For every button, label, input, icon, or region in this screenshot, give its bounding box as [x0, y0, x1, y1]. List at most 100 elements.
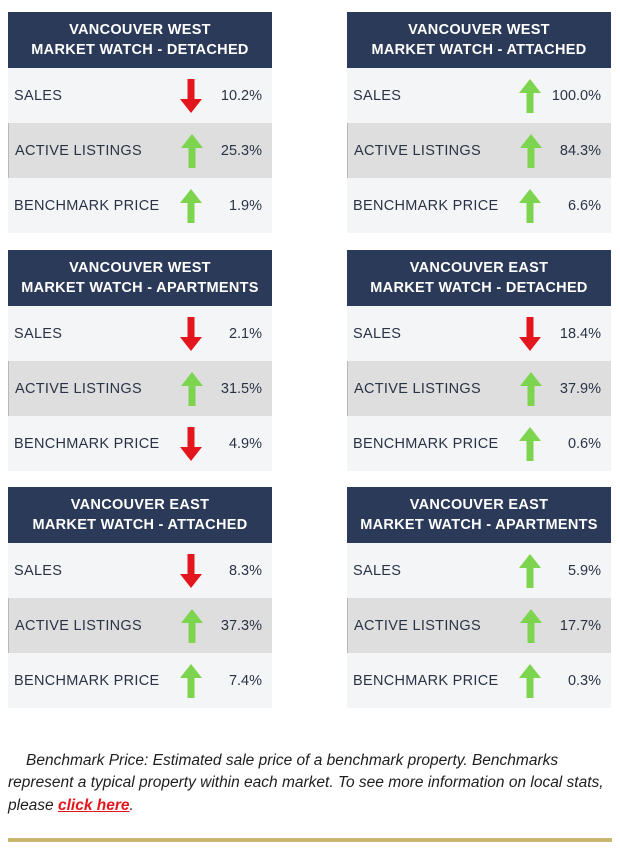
stat-row: ACTIVE LISTINGS 37.3%	[8, 598, 272, 653]
stat-value: 31.5%	[220, 380, 262, 397]
market-card: VANCOUVER EAST MARKET WATCH - DETACHED SAL…	[347, 250, 611, 471]
card-header: VANCOUVER WEST MARKET WATCH - APARTMENTS	[8, 250, 272, 306]
stat-value: 2.1%	[228, 325, 262, 342]
stat-value: 18.4%	[559, 325, 601, 342]
stat-value: 17.7%	[559, 617, 601, 634]
stat-row: ACTIVE LISTINGS 37.9%	[347, 361, 611, 416]
arrow-up-icon	[180, 663, 202, 698]
stat-value: 100.0%	[551, 87, 601, 104]
card-title-region: VANCOUVER EAST	[409, 260, 549, 276]
arrow-up-icon	[180, 188, 202, 223]
stat-label: BENCHMARK PRICE	[14, 435, 160, 452]
stat-row: ACTIVE LISTINGS 31.5%	[8, 361, 272, 416]
stat-label: BENCHMARK PRICE	[353, 197, 499, 214]
arrow-up-icon	[181, 133, 203, 168]
stat-label: SALES	[14, 562, 63, 579]
arrow-up-icon	[181, 608, 203, 643]
card-title-segment: MARKET WATCH - APARTMENTS	[21, 280, 259, 296]
market-card: VANCOUVER EAST MARKET WATCH - ATTACHED SAL…	[8, 487, 272, 708]
arrow-up-icon	[519, 78, 541, 113]
click-here-link[interactable]: click here	[57, 796, 130, 814]
stat-label: SALES	[353, 87, 402, 104]
card-title-region: VANCOUVER WEST	[69, 22, 211, 38]
stat-label: BENCHMARK PRICE	[14, 672, 160, 689]
card-title-segment: MARKET WATCH - ATTACHED	[32, 517, 248, 533]
card-title-region: VANCOUVER EAST	[409, 497, 549, 513]
arrow-up-icon	[519, 188, 541, 223]
stat-row: BENCHMARK PRICE 0.6%	[347, 416, 611, 471]
stat-label: BENCHMARK PRICE	[353, 435, 499, 452]
arrow-down-icon	[180, 78, 202, 113]
stat-row: ACTIVE LISTINGS 84.3%	[347, 123, 611, 178]
arrow-up-icon	[520, 133, 542, 168]
stat-label: BENCHMARK PRICE	[353, 672, 499, 689]
stat-value: 1.9%	[228, 197, 262, 214]
stat-value: 7.4%	[228, 672, 262, 689]
stat-value: 10.2%	[220, 87, 262, 104]
arrow-down-icon	[180, 553, 202, 588]
stat-label: SALES	[353, 562, 402, 579]
stat-row: ACTIVE LISTINGS 17.7%	[347, 598, 611, 653]
stat-value: 5.9%	[567, 562, 601, 579]
footer-divider	[8, 838, 612, 842]
card-header: VANCOUVER EAST MARKET WATCH - DETACHED	[347, 250, 611, 306]
card-title-region: VANCOUVER WEST	[408, 22, 550, 38]
card-header: VANCOUVER WEST MARKET WATCH - ATTACHED	[347, 12, 611, 68]
card-title-segment: MARKET WATCH - APARTMENTS	[360, 517, 598, 533]
stat-row: BENCHMARK PRICE 7.4%	[8, 653, 272, 708]
stat-value: 8.3%	[228, 562, 262, 579]
card-title-segment: MARKET WATCH - DETACHED	[31, 42, 249, 58]
stat-label: ACTIVE LISTINGS	[354, 380, 481, 397]
arrow-down-icon	[180, 316, 202, 351]
stat-value: 37.9%	[559, 380, 601, 397]
stat-row: SALES 8.3%	[8, 543, 272, 598]
arrow-up-icon	[520, 371, 542, 406]
card-header: VANCOUVER EAST MARKET WATCH - ATTACHED	[8, 487, 272, 543]
arrow-up-icon	[519, 426, 541, 461]
arrow-down-icon	[180, 426, 202, 461]
card-title-region: VANCOUVER WEST	[69, 260, 211, 276]
market-card: VANCOUVER WEST MARKET WATCH - APARTMENTS S…	[8, 250, 272, 471]
market-card: VANCOUVER EAST MARKET WATCH - APARTMENTS S…	[347, 487, 611, 708]
stat-label: ACTIVE LISTINGS	[15, 617, 142, 634]
stat-label: SALES	[14, 325, 63, 342]
arrow-up-icon	[520, 608, 542, 643]
stat-row: BENCHMARK PRICE 0.3%	[347, 653, 611, 708]
note-text: Benchmark Price: Estimated sale price of…	[8, 751, 604, 814]
stat-row: BENCHMARK PRICE 6.6%	[347, 178, 611, 233]
stat-label: SALES	[353, 325, 402, 342]
card-title-region: VANCOUVER EAST	[70, 497, 210, 513]
stat-row: SALES 18.4%	[347, 306, 611, 361]
stat-row: BENCHMARK PRICE 1.9%	[8, 178, 272, 233]
stat-label: ACTIVE LISTINGS	[15, 142, 142, 159]
card-title-segment: MARKET WATCH - DETACHED	[370, 280, 588, 296]
card-header: VANCOUVER WEST MARKET WATCH - DETACHED	[8, 12, 272, 68]
market-card: VANCOUVER WEST MARKET WATCH - ATTACHED SAL…	[347, 12, 611, 233]
stat-value: 25.3%	[220, 142, 262, 159]
stat-value: 0.6%	[567, 435, 601, 452]
stat-row: SALES 2.1%	[8, 306, 272, 361]
arrow-up-icon	[181, 371, 203, 406]
stat-row: SALES 100.0%	[347, 68, 611, 123]
stat-label: ACTIVE LISTINGS	[15, 380, 142, 397]
arrow-up-icon	[519, 663, 541, 698]
stat-value: 84.3%	[559, 142, 601, 159]
stat-value: 4.9%	[228, 435, 262, 452]
card-header: VANCOUVER EAST MARKET WATCH - APARTMENTS	[347, 487, 611, 543]
benchmark-note: Benchmark Price: Estimated sale price of…	[8, 750, 612, 818]
stat-row: SALES 5.9%	[347, 543, 611, 598]
stat-row: BENCHMARK PRICE 4.9%	[8, 416, 272, 471]
card-title-segment: MARKET WATCH - ATTACHED	[371, 42, 587, 58]
market-card: VANCOUVER WEST MARKET WATCH - DETACHED SAL…	[8, 12, 272, 233]
stat-value: 37.3%	[220, 617, 262, 634]
note-end: .	[129, 796, 134, 814]
arrow-down-icon	[519, 316, 541, 351]
stat-value: 6.6%	[567, 197, 601, 214]
stat-label: SALES	[14, 87, 63, 104]
stat-row: SALES 10.2%	[8, 68, 272, 123]
stat-label: ACTIVE LISTINGS	[354, 142, 481, 159]
stat-value: 0.3%	[567, 672, 601, 689]
stat-label: ACTIVE LISTINGS	[354, 617, 481, 634]
stat-label: BENCHMARK PRICE	[14, 197, 160, 214]
stat-row: ACTIVE LISTINGS 25.3%	[8, 123, 272, 178]
